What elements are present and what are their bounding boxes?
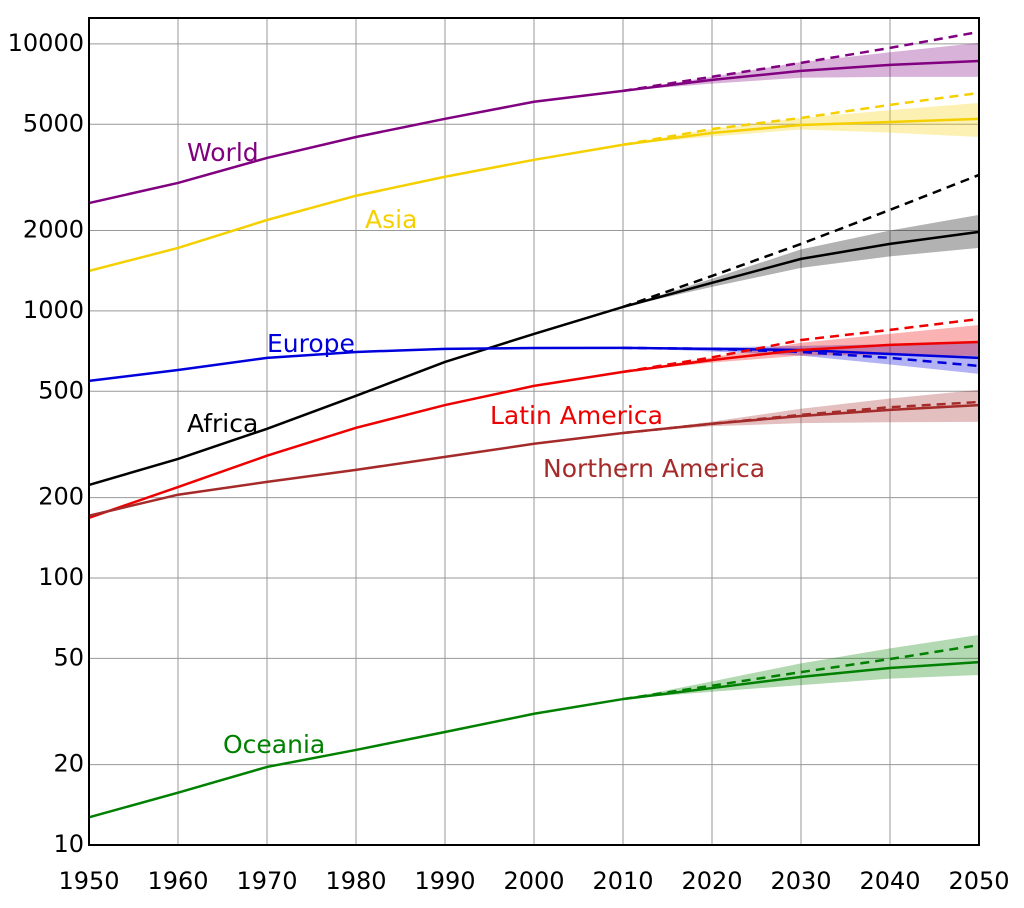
series-label: Oceania [223, 730, 325, 759]
y-tick-label: 20 [53, 750, 84, 778]
y-tick-label: 1000 [23, 296, 84, 324]
series-line [88, 230, 980, 487]
y-tick-label: 500 [38, 376, 84, 404]
x-tick-label: 1970 [236, 867, 297, 895]
series-label: Latin America [490, 401, 663, 430]
series-line [88, 340, 980, 519]
series-label: Asia [365, 205, 417, 234]
x-tick-label: 1980 [325, 867, 386, 895]
y-tick-label: 10 [53, 830, 84, 858]
x-tick-label: 2000 [503, 867, 564, 895]
series-label: Europe [267, 329, 355, 358]
high-variant-line [622, 317, 980, 374]
y-tick-label: 2000 [23, 216, 84, 244]
series-line [88, 59, 980, 205]
x-tick-label: 2030 [770, 867, 831, 895]
x-tick-label: 2020 [681, 867, 742, 895]
high-variant-line [622, 30, 980, 93]
y-tick-label: 10000 [8, 29, 84, 57]
series-line [88, 117, 980, 273]
x-tick-label: 1950 [58, 867, 119, 895]
x-tick-label: 2050 [948, 867, 1009, 895]
x-tick-label: 2040 [859, 867, 920, 895]
y-tick-label: 5000 [23, 109, 84, 137]
high-variant-line [622, 91, 980, 146]
projection-band [623, 389, 979, 434]
series-label: Northern America [543, 454, 765, 483]
y-tick-label: 100 [38, 563, 84, 591]
series-line [88, 403, 980, 517]
series-line [88, 660, 980, 819]
x-tick-label: 1960 [147, 867, 208, 895]
high-variant-line [622, 643, 980, 701]
series-label: World [187, 138, 259, 167]
series-label: Africa [187, 409, 258, 438]
y-tick-label: 200 [38, 483, 84, 511]
x-tick-label: 1990 [414, 867, 475, 895]
high-variant-line [622, 173, 980, 309]
series-line [88, 346, 980, 383]
projection-band [623, 634, 979, 700]
plot-frame [88, 17, 980, 846]
x-tick-label: 2010 [592, 867, 653, 895]
y-tick-label: 50 [53, 643, 84, 671]
